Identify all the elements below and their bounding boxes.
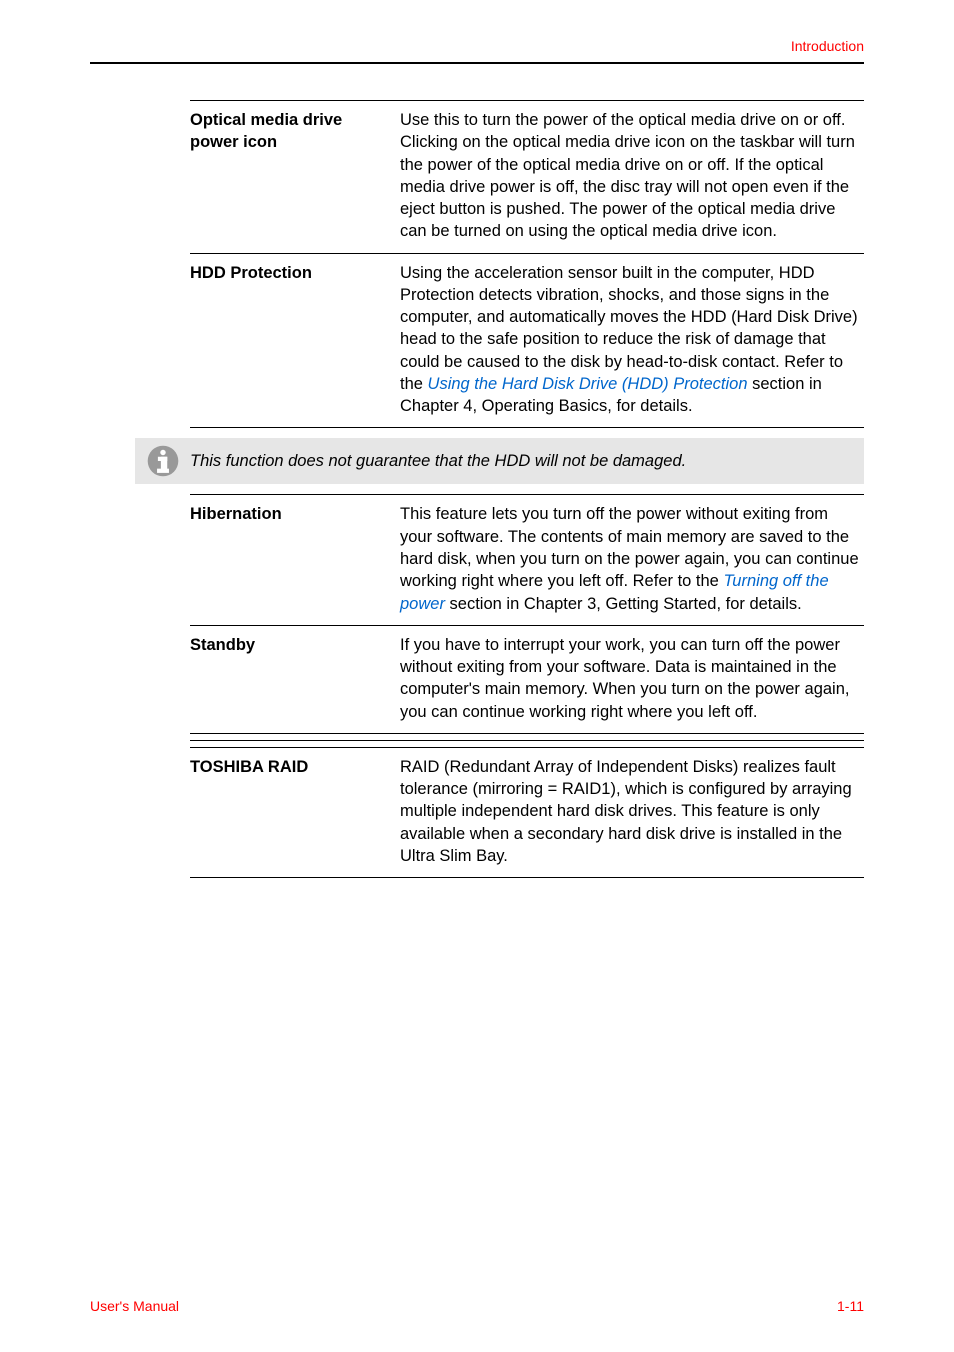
row-hdd: HDD Protection Using the acceleration se… [190, 253, 864, 429]
value-hibernation: This feature lets you turn off the power… [400, 503, 864, 614]
header-chapter: Introduction [791, 38, 864, 54]
note-text: This function does not guarantee that th… [190, 452, 854, 471]
footer-left: User's Manual [90, 1298, 179, 1314]
label-standby: Standby [190, 634, 400, 723]
value-optical: Use this to turn the power of the optica… [400, 109, 864, 243]
footer-right: 1-11 [837, 1298, 864, 1314]
header-rule [90, 62, 864, 64]
row-optical: Optical media drive power icon Use this … [190, 100, 864, 253]
label-hibernation: Hibernation [190, 503, 400, 614]
page-header: Introduction [90, 38, 864, 80]
row-raid: TOSHIBA RAID RAID (Redundant Array of In… [190, 747, 864, 878]
gap-rule [190, 740, 864, 741]
value-hdd: Using the acceleration sensor built in t… [400, 262, 864, 418]
label-raid: TOSHIBA RAID [190, 756, 400, 867]
value-standby: If you have to interrupt your work, you … [400, 634, 864, 723]
row-hibernation: Hibernation This feature lets you turn o… [190, 494, 864, 624]
label-hdd: HDD Protection [190, 262, 400, 418]
value-hibernation-text-b: section in Chapter 3, Getting Started, f… [445, 595, 802, 613]
value-hdd-text-a: Using the acceleration sensor built in t… [400, 264, 858, 393]
label-optical: Optical media drive power icon [190, 109, 400, 243]
link-hdd-protection[interactable]: Using the Hard Disk Drive (HDD) Protecti… [428, 375, 748, 393]
page-footer: User's Manual 1-11 [90, 1297, 864, 1314]
row-standby: Standby If you have to interrupt your wo… [190, 625, 864, 734]
page: Introduction Optical media drive power i… [0, 0, 954, 1352]
value-raid: RAID (Redundant Array of Independent Dis… [400, 756, 864, 867]
content-area: Optical media drive power icon Use this … [90, 80, 864, 878]
note-block: This function does not guarantee that th… [135, 438, 864, 484]
info-icon [135, 444, 190, 478]
